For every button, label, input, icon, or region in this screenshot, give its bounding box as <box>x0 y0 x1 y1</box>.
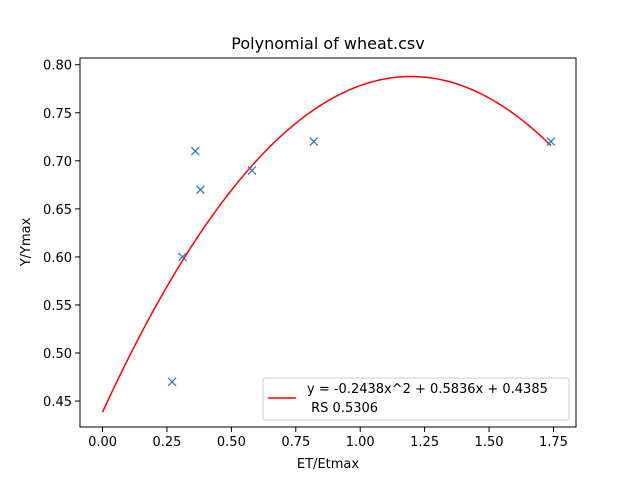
data-point <box>247 166 257 175</box>
y-tick-label: 0.70 <box>43 155 72 170</box>
y-tick-label: 0.75 <box>43 107 72 122</box>
x-tick-label: 0.25 <box>152 435 181 450</box>
plot-layer <box>101 75 556 413</box>
y-axis-label: Y/Ymax <box>19 217 34 267</box>
data-point <box>309 137 319 147</box>
fit-curve <box>101 75 552 413</box>
data-point <box>177 252 187 262</box>
y-tick-label: 0.80 <box>43 59 72 74</box>
x-tick-label: 0.00 <box>88 435 117 450</box>
x-axis-ticks: 0.00 0.25 0.50 0.75 1.00 1.25 1.50 1.75 <box>88 427 568 450</box>
x-axis-label: ET/Etmax <box>297 457 359 472</box>
x-tick-label: 1.75 <box>539 435 568 450</box>
chart-title: Polynomial of wheat.csv <box>231 34 424 53</box>
x-tick-label: 0.75 <box>281 435 310 450</box>
data-point <box>190 146 200 156</box>
x-tick-label: 1.00 <box>346 435 375 450</box>
y-axis-ticks: 0.45 0.50 0.55 0.60 0.65 0.70 0.75 0.80 <box>43 59 80 410</box>
data-point <box>167 377 177 387</box>
y-tick-label: 0.60 <box>43 251 72 266</box>
legend-fit-label-line2: RS 0.5306 <box>307 401 378 416</box>
y-tick-label: 0.45 <box>43 395 72 410</box>
legend-fit-label-line1: y = -0.2438x^2 + 0.5836x + 0.4385 <box>307 382 548 397</box>
x-tick-label: 1.50 <box>475 435 504 450</box>
data-point <box>546 137 556 147</box>
legend: y = -0.2438x^2 + 0.5836x + 0.4385 RS 0.5… <box>262 377 570 421</box>
plot-frame <box>79 57 577 428</box>
y-tick-label: 0.55 <box>43 299 72 314</box>
x-tick-label: 0.50 <box>217 435 246 450</box>
x-tick-label: 1.25 <box>410 435 439 450</box>
data-point <box>196 185 205 195</box>
legend-box <box>262 377 570 421</box>
y-tick-label: 0.65 <box>43 203 72 218</box>
y-tick-label: 0.50 <box>43 347 72 362</box>
